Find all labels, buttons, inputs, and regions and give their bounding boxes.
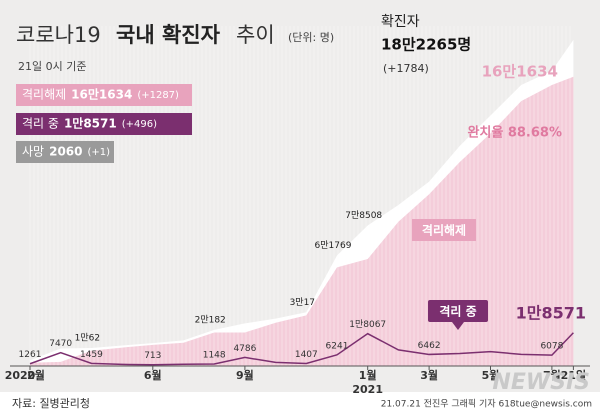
title-bold: 국내 확진자 — [116, 23, 221, 47]
plot: 1만62 2만182 3만17 6만1769 7만8508 16만1634 1261 7470… — [5, 26, 590, 396]
unit: (단위: 명) — [288, 31, 334, 44]
isolation-label: 1459 — [80, 350, 103, 360]
confirmed-change: (+1784) — [383, 62, 429, 75]
isolation-label: 6241 — [326, 341, 349, 351]
x-tick-label: 6월 — [144, 368, 162, 382]
isolation-label: 4786 — [233, 344, 256, 354]
legend-change: (+1) — [88, 147, 111, 158]
released-area — [30, 76, 574, 367]
isolation-label: 1407 — [295, 350, 318, 360]
year-label: 2021 — [352, 383, 383, 396]
isolation-label: 1261 — [19, 350, 42, 360]
legend-box — [16, 84, 192, 106]
legend: 격리해제 16만1634 (+1287) 격리 중 1만8571 (+496) 사망 2060… — [16, 84, 192, 163]
confirmed-total: 18만2265명 — [381, 36, 471, 54]
year-label: 2020 — [5, 369, 36, 382]
legend-name: 격리해제 — [22, 88, 66, 102]
x-tick-label: 3월 — [420, 368, 438, 382]
isolation-tag — [428, 300, 488, 322]
legend-box — [16, 113, 192, 135]
legend-change: (+496) — [122, 119, 157, 130]
isolation-tag-pointer — [452, 322, 464, 330]
legend-total: 2060 — [49, 145, 82, 159]
x-tick-label: 1월 — [359, 368, 377, 382]
released-label: 16만1634 — [482, 63, 558, 81]
isolation-end-label: 1만8571 — [516, 304, 586, 323]
confirmed-label: 2만182 — [195, 314, 226, 325]
legend-total: 16만1634 — [71, 87, 132, 102]
title-prefix: 코로나19 — [16, 23, 101, 47]
confirmed-label: 1만62 — [75, 332, 100, 343]
x-tick-label: 5월 — [482, 368, 500, 382]
x-tick-label: 7월 — [543, 368, 561, 382]
legend-change: (+1287) — [137, 90, 179, 101]
isolation-tag-text: 격리 중 — [439, 304, 476, 319]
x-tick-label: 21일 — [561, 368, 586, 382]
isolation-label: 1만8067 — [349, 319, 386, 330]
legend-total: 1만8571 — [64, 116, 117, 131]
confirmed-label: 7만8508 — [345, 210, 382, 221]
confirmed-label: 3만17 — [290, 297, 315, 308]
isolation-label: 713 — [144, 351, 161, 361]
subtitle: 21일 0시 기준 — [18, 59, 86, 73]
x-tick-label: 2월 — [27, 368, 45, 382]
released-tag-text: 격리해제 — [422, 223, 466, 238]
isolation-line — [29, 332, 574, 366]
legend-name: 격리 중 — [22, 117, 59, 131]
legend-name: 사망 — [22, 145, 44, 159]
x-tick-label: 9월 — [236, 368, 254, 382]
legend-box — [16, 141, 114, 163]
recovery-rate: 완치율 88.68% — [467, 125, 562, 141]
footer-background — [0, 392, 600, 416]
isolation-label: 6078 — [540, 342, 563, 352]
confirmed-label: 6만1769 — [315, 240, 352, 251]
released-tag — [412, 219, 476, 241]
isolation-label: 1148 — [203, 350, 226, 360]
logo: NEWSIS — [492, 370, 590, 395]
isolation-label: 7470 — [49, 339, 72, 349]
credit: 21.07.21 전진우 그래픽 기자 618tue@newsis.com — [381, 399, 592, 410]
source: 자료: 질병관리청 — [12, 397, 90, 410]
title-suffix: 추이 — [236, 23, 275, 47]
confirmed-name: 확진자 — [381, 14, 420, 30]
isolation-label: 6462 — [418, 341, 441, 351]
